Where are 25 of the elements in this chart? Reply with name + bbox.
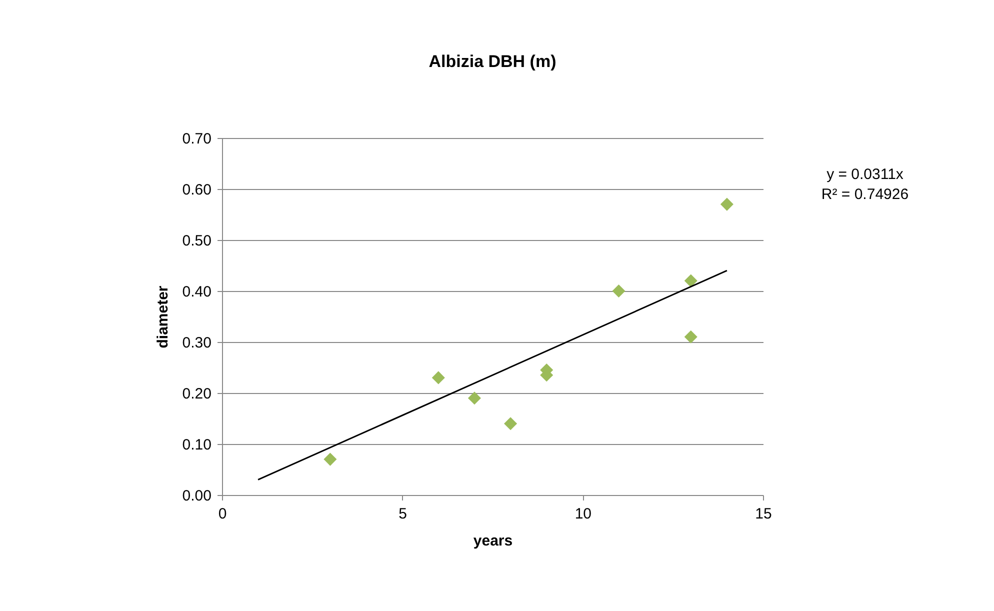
y-tick-label: 0.50 [182,232,212,250]
point [684,330,698,344]
x-tick-label: 10 [574,506,592,522]
point [720,198,734,211]
text: y = 0.0311x [826,165,904,185]
x-tick-label: 5 [398,506,408,522]
y-tick-label: 0.30 [182,334,212,352]
x-tick-label: 0 [218,506,227,522]
x-tick-label: 15 [755,506,772,522]
y-axis-title: diameter [154,286,172,348]
y-tick-label: 0.00 [182,488,212,504]
point [324,452,337,466]
text: R² = 0.74926 [820,185,910,205]
y-tick-label: 0.70 [182,130,212,148]
chart-title: Albizia DBH (m) [428,52,556,71]
point [468,392,481,405]
point [504,417,518,430]
y-tick-label: 0.60 [182,182,212,198]
x-axis-title: years [473,532,513,550]
point [684,274,698,288]
y-tick-label: 0.40 [182,284,212,300]
point [612,284,626,298]
point [432,371,445,384]
y-tick-label: 0.20 [182,386,212,402]
y-tick-label: 0.10 [182,436,212,454]
